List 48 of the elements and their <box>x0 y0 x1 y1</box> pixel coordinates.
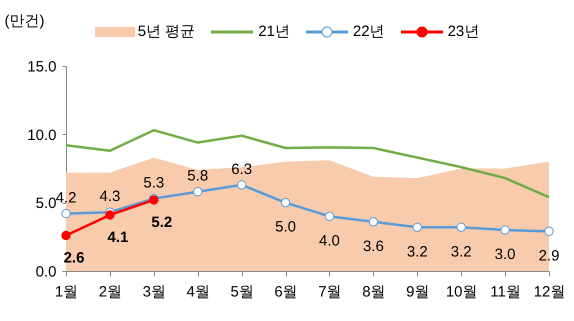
x-tick-label: 12월 <box>534 284 566 300</box>
x-tick-label: 7월 <box>318 284 342 300</box>
x-tick-label: 10월 <box>446 284 478 300</box>
data-label: 2.6 <box>64 249 84 266</box>
point <box>193 187 202 196</box>
x-tick-label: 11월 <box>490 284 521 300</box>
point <box>412 222 422 232</box>
point <box>544 226 554 236</box>
point <box>280 198 290 208</box>
point <box>456 222 466 232</box>
x-tick-label: 3월 <box>142 284 166 300</box>
legend-label: 23년 <box>448 22 480 41</box>
point <box>236 180 246 190</box>
data-label: 3.2 <box>450 243 472 260</box>
legend-label: 5년 평균 <box>138 22 196 41</box>
x-tick-label: 5월 <box>230 284 254 300</box>
y-tick-label: 0.0 <box>36 264 56 280</box>
data-label: 4.2 <box>56 190 76 207</box>
y-tick-label: 5.0 <box>36 195 56 212</box>
legend-label: 21년 <box>258 22 290 41</box>
data-label: 4.1 <box>107 228 128 246</box>
data-label: 5.3 <box>143 174 164 192</box>
data-label: 5.8 <box>187 168 208 185</box>
point <box>61 208 71 218</box>
data-label: 2.9 <box>538 247 560 264</box>
y-axis-title: (만건) <box>4 12 44 30</box>
data-label: 3.0 <box>494 246 516 263</box>
point <box>368 217 378 226</box>
point <box>500 225 510 235</box>
y-tick-label: 10.0 <box>27 126 56 144</box>
data-label: 4.0 <box>319 232 340 250</box>
y-tick-label: 15.0 <box>27 58 56 76</box>
point <box>324 212 334 222</box>
legend-label: 22년 <box>352 22 385 41</box>
data-label: 3.6 <box>362 238 384 255</box>
x-tick-label: 6월 <box>274 284 298 300</box>
data-label: 6.3 <box>231 160 252 178</box>
x-tick-label: 9월 <box>406 284 430 300</box>
x-tick-label: 2월 <box>98 284 122 300</box>
point <box>105 210 115 220</box>
x-tick-label: 1월 <box>54 284 78 300</box>
x-tick-label: 8월 <box>362 284 386 300</box>
data-label: 5.0 <box>275 218 296 236</box>
point <box>61 230 71 240</box>
data-label: 4.3 <box>99 188 120 206</box>
data-label: 5.2 <box>151 214 172 231</box>
x-tick-label: 4월 <box>186 284 210 300</box>
data-label: 3.2 <box>406 243 428 260</box>
